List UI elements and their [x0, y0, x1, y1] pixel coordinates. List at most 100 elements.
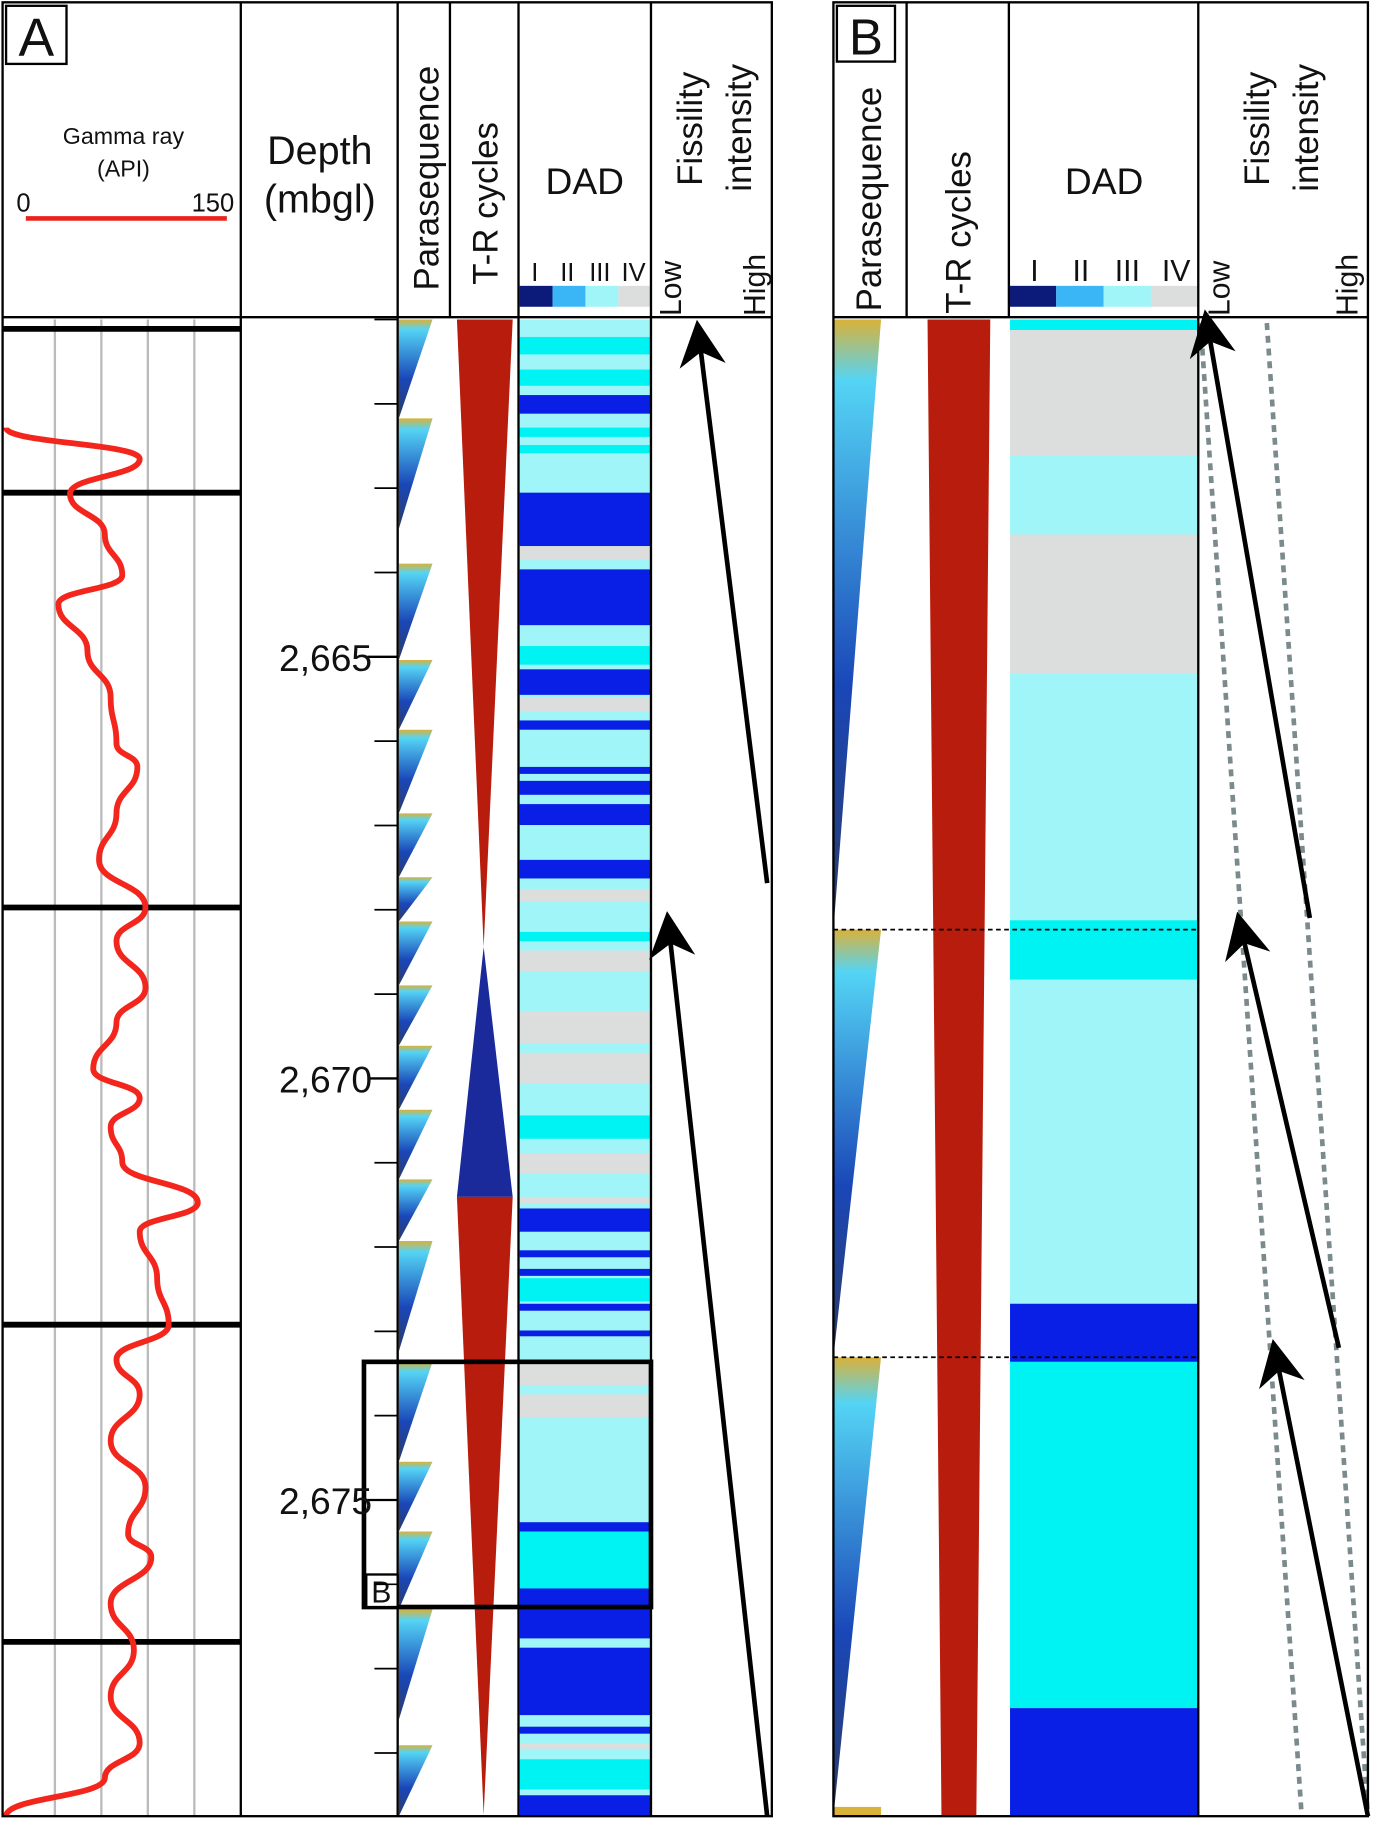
parasequence: [398, 1531, 433, 1610]
parasequence: [398, 563, 433, 661]
dad-legend: [1103, 285, 1151, 307]
dad-band: [519, 1647, 651, 1716]
column-title: T-R cycles: [940, 151, 979, 314]
dad-legend: [585, 285, 619, 307]
dad-band: [1010, 319, 1199, 331]
parasequence: [398, 1179, 433, 1242]
fissility-title: Fissility: [1238, 71, 1277, 186]
parasequence: [398, 319, 433, 419]
dad-band: [519, 445, 651, 454]
dad-class: IV: [621, 259, 645, 287]
dad-band: [519, 766, 651, 774]
dad-legend: [1056, 285, 1104, 307]
parasequence: [398, 1745, 433, 1817]
column-title: T-R cycles: [467, 122, 506, 285]
fissility-arrow: [1259, 1339, 1371, 1817]
panel-b-frame: [832, 1, 1370, 1818]
inset-label-box: [365, 1573, 399, 1609]
dad-band: [519, 1330, 651, 1337]
dad-band: [519, 804, 651, 826]
dad-band: [519, 336, 651, 355]
dad-legend: [1008, 285, 1057, 307]
dad-band: [519, 1115, 651, 1139]
inset-box: [361, 1359, 654, 1610]
column-title: Parasequence: [407, 66, 446, 291]
parasequence: [398, 877, 433, 922]
tr-transgressive: [456, 1196, 513, 1816]
dad-legend: [618, 285, 652, 307]
dad-band: [519, 1196, 651, 1204]
dad-band: [519, 888, 651, 902]
parasequence: [398, 1109, 433, 1180]
gamma-scale-min: 0: [16, 189, 30, 217]
dad-band: [519, 859, 651, 879]
depth-tick-label: 2,665: [279, 637, 372, 679]
dad-band: [519, 1361, 651, 1386]
dad-band: [519, 1250, 651, 1258]
dad-band: [519, 950, 651, 972]
dad-band: [519, 1742, 651, 1749]
column-title: Parasequence: [850, 87, 889, 312]
fissility-arrow: [649, 911, 770, 1817]
dad-class: II: [560, 259, 574, 287]
parasequence: [398, 660, 433, 730]
parasequence-cap: [833, 1806, 882, 1817]
dad-band: [519, 1278, 651, 1302]
dad-band: [519, 369, 651, 386]
dad-band: [1010, 534, 1199, 674]
dad-band: [519, 1303, 651, 1311]
dad-legend: [552, 285, 586, 307]
dad-band: [519, 646, 651, 665]
dad-band: [519, 1759, 651, 1790]
dad-band: [519, 395, 651, 414]
dad-band: [1010, 330, 1199, 456]
parasequence: [398, 985, 433, 1046]
tr-transgressive: [456, 319, 513, 948]
panel-label: A: [18, 9, 54, 68]
panel-label: B: [849, 9, 883, 66]
gamma-title: Gamma ray: [63, 123, 185, 149]
log-drawing: [2, 285, 1371, 1818]
dad-band: [1010, 1303, 1199, 1362]
inset-label: B: [371, 1576, 391, 1609]
fissility-title: intensity: [720, 63, 759, 191]
depth-tick-label: 2,670: [279, 1058, 372, 1100]
dad-band: [519, 569, 651, 626]
dad-band: [519, 720, 651, 730]
dad-band: [519, 1010, 651, 1044]
dad-band: [519, 780, 651, 795]
dad-legend: [519, 285, 553, 307]
dad-band: [519, 1153, 651, 1174]
dad-band: [519, 1394, 651, 1418]
parasequence: [398, 813, 433, 878]
dad-class: I: [1030, 255, 1038, 288]
fissility-arrow: [679, 319, 770, 884]
parasequence: [398, 1461, 433, 1532]
parasequence: [398, 1045, 433, 1110]
dad-band: [519, 427, 651, 437]
fissility-title: intensity: [1287, 63, 1326, 191]
fissility-arrow: [1189, 309, 1313, 919]
tr-regressive: [456, 947, 513, 1197]
parasequence: [833, 929, 882, 1358]
parasequence: [833, 319, 882, 930]
dad-band: [519, 1795, 651, 1817]
column-title: DAD: [546, 160, 624, 202]
parasequence: [398, 921, 433, 986]
parasequence: [398, 729, 433, 814]
fissility-trend: [1198, 322, 1305, 1817]
dad-band: [519, 1522, 651, 1532]
dad-band: [519, 492, 651, 547]
depth-tick-label: 2,675: [279, 1480, 372, 1522]
dad-band: [519, 1208, 651, 1232]
fissility-low: Low: [655, 260, 688, 316]
dad-band: [519, 546, 651, 561]
dad-class: I: [531, 259, 538, 287]
dad-class: III: [1115, 255, 1140, 288]
fissility-high: High: [1331, 254, 1364, 316]
dad-band: [519, 669, 651, 695]
dad-class: IV: [1162, 255, 1191, 288]
fissility-arrow: [1225, 911, 1342, 1349]
